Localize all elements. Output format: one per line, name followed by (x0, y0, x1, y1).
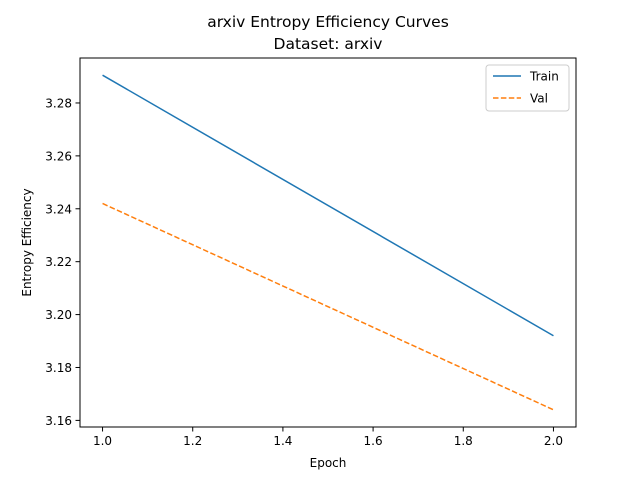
y-tick-label: 3.22 (45, 255, 72, 269)
x-tick-label: 1.4 (273, 434, 292, 448)
legend-label-train: Train (529, 70, 559, 84)
legend: Train Val (485, 64, 570, 112)
x-tick-label: 1.0 (93, 434, 112, 448)
y-axis-ticks: 3.16 3.18 3.20 3.22 3.24 3.26 3.28 (45, 96, 80, 428)
legend-label-val: Val (530, 92, 548, 106)
y-tick-label: 3.28 (45, 96, 72, 110)
x-tick-label: 1.8 (454, 434, 473, 448)
y-tick-label: 3.20 (45, 308, 72, 322)
x-tick-label: 2.0 (544, 434, 563, 448)
chart-subtitle: Dataset: arxiv (274, 35, 383, 53)
x-tick-label: 1.6 (364, 434, 383, 448)
chart-title: arxiv Entropy Efficiency Curves (207, 13, 449, 31)
plot-area (80, 58, 576, 427)
series-line-val (102, 202, 554, 411)
series-line-train (102, 74, 554, 337)
y-tick-label: 3.18 (45, 361, 72, 375)
x-tick-label: 1.2 (183, 434, 202, 448)
y-axis-label: Entropy Efficiency (20, 188, 34, 296)
plot-frame (79, 57, 577, 428)
y-tick-label: 3.26 (45, 149, 72, 163)
y-tick-label: 3.16 (45, 414, 72, 428)
y-tick-label: 3.24 (45, 202, 72, 216)
x-axis-ticks: 1.0 1.2 1.4 1.6 1.8 2.0 (93, 427, 563, 448)
series-layer (102, 74, 554, 411)
x-axis-label: Epoch (310, 456, 347, 470)
